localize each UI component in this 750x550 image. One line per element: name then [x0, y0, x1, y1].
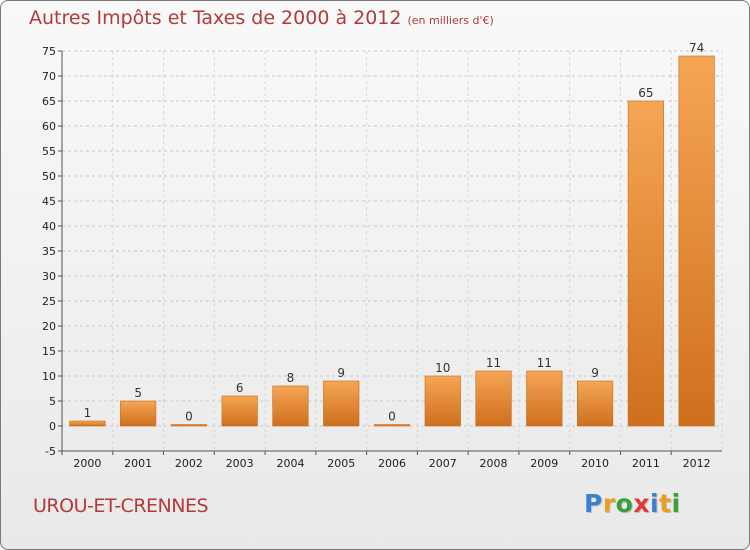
- x-tick-label-2011: 2011: [632, 457, 660, 470]
- value-label-2009: 11: [537, 356, 552, 370]
- y-tick-label: 55: [42, 145, 56, 158]
- x-tick-label-2012: 2012: [683, 457, 711, 470]
- bar-2000: [69, 420, 106, 427]
- bars: [69, 55, 715, 427]
- logo-letter: i: [671, 489, 681, 518]
- x-tick-label-2002: 2002: [175, 457, 203, 470]
- logo-letter: P: [584, 489, 603, 518]
- chart-title-text: Autres Impôts et Taxes de 2000 à 2012: [29, 7, 402, 29]
- x-tick-label-2006: 2006: [378, 457, 406, 470]
- value-label-2001: 5: [134, 386, 142, 400]
- y-tick-label: 15: [42, 345, 56, 358]
- value-label-2008: 11: [486, 356, 501, 370]
- value-label-2010: 9: [591, 366, 599, 380]
- chart-title: Autres Impôts et Taxes de 2000 à 2012 (en…: [29, 7, 494, 29]
- value-label-2002: 0: [185, 410, 193, 424]
- y-tick-label: 60: [42, 120, 56, 133]
- y-tick-label: 5: [49, 395, 56, 408]
- value-label-2004: 8: [287, 371, 295, 385]
- y-tick-label: 75: [42, 45, 56, 58]
- value-label-2007: 10: [435, 361, 450, 375]
- location-name: UROU-ET-CRENNES: [33, 495, 209, 517]
- y-tick-label: 40: [42, 220, 56, 233]
- y-tick-label: 0: [49, 420, 56, 433]
- y-tick-label: 10: [42, 370, 56, 383]
- bar-2004: [272, 385, 309, 427]
- x-tick-label-2003: 2003: [226, 457, 254, 470]
- value-label-2011: 65: [638, 86, 653, 100]
- logo-letter: t: [659, 489, 672, 518]
- y-tick-label: 50: [42, 170, 56, 183]
- bar-2005: [323, 380, 360, 427]
- y-tick-label: 65: [42, 95, 56, 108]
- bar-2011: [627, 100, 664, 427]
- y-tick-label: 25: [42, 295, 56, 308]
- x-tick-label-2000: 2000: [73, 457, 101, 470]
- chart-subtitle: (en milliers d'€): [407, 14, 494, 27]
- x-tick-label-2004: 2004: [276, 457, 304, 470]
- bar-2007: [424, 375, 461, 427]
- y-tick-label: 45: [42, 195, 56, 208]
- x-tick-label-2001: 2001: [124, 457, 152, 470]
- x-tick-label-2008: 2008: [480, 457, 508, 470]
- y-tick-label: 35: [42, 245, 56, 258]
- bar-2012: [678, 55, 715, 427]
- y-tick-label: 20: [42, 320, 56, 333]
- x-tick-label-2009: 2009: [530, 457, 558, 470]
- bar-2010: [577, 380, 614, 427]
- bar-2009: [526, 370, 563, 427]
- bar-2006: [373, 424, 411, 427]
- value-label-2003: 6: [236, 381, 244, 395]
- value-label-2006: 0: [388, 410, 396, 424]
- logo-letter: o: [615, 489, 634, 518]
- grid-lines: [61, 50, 723, 452]
- bar-2001: [120, 400, 157, 427]
- x-tick-label-2007: 2007: [429, 457, 457, 470]
- x-tick-label-2010: 2010: [581, 457, 609, 470]
- x-tick-label-2005: 2005: [327, 457, 355, 470]
- value-label-2000: 1: [84, 406, 92, 420]
- logo-letter: x: [633, 489, 650, 518]
- y-tick-label: 30: [42, 270, 56, 283]
- value-label-2012: 74: [689, 41, 704, 55]
- value-label-2005: 9: [337, 366, 345, 380]
- y-tick-label: -5: [45, 445, 56, 458]
- logo-letter: i: [650, 489, 660, 518]
- labels: 1 5 0 6 8 9 0 10 11 11 9 65 74: [84, 41, 705, 424]
- bar-2003: [221, 395, 258, 427]
- logo-letter: r: [602, 489, 616, 518]
- bar-2008: [475, 370, 512, 427]
- bar-2002: [170, 424, 207, 427]
- y-tick-label: 70: [42, 70, 56, 83]
- proxiti-logo[interactable]: Proxiti: [584, 489, 681, 518]
